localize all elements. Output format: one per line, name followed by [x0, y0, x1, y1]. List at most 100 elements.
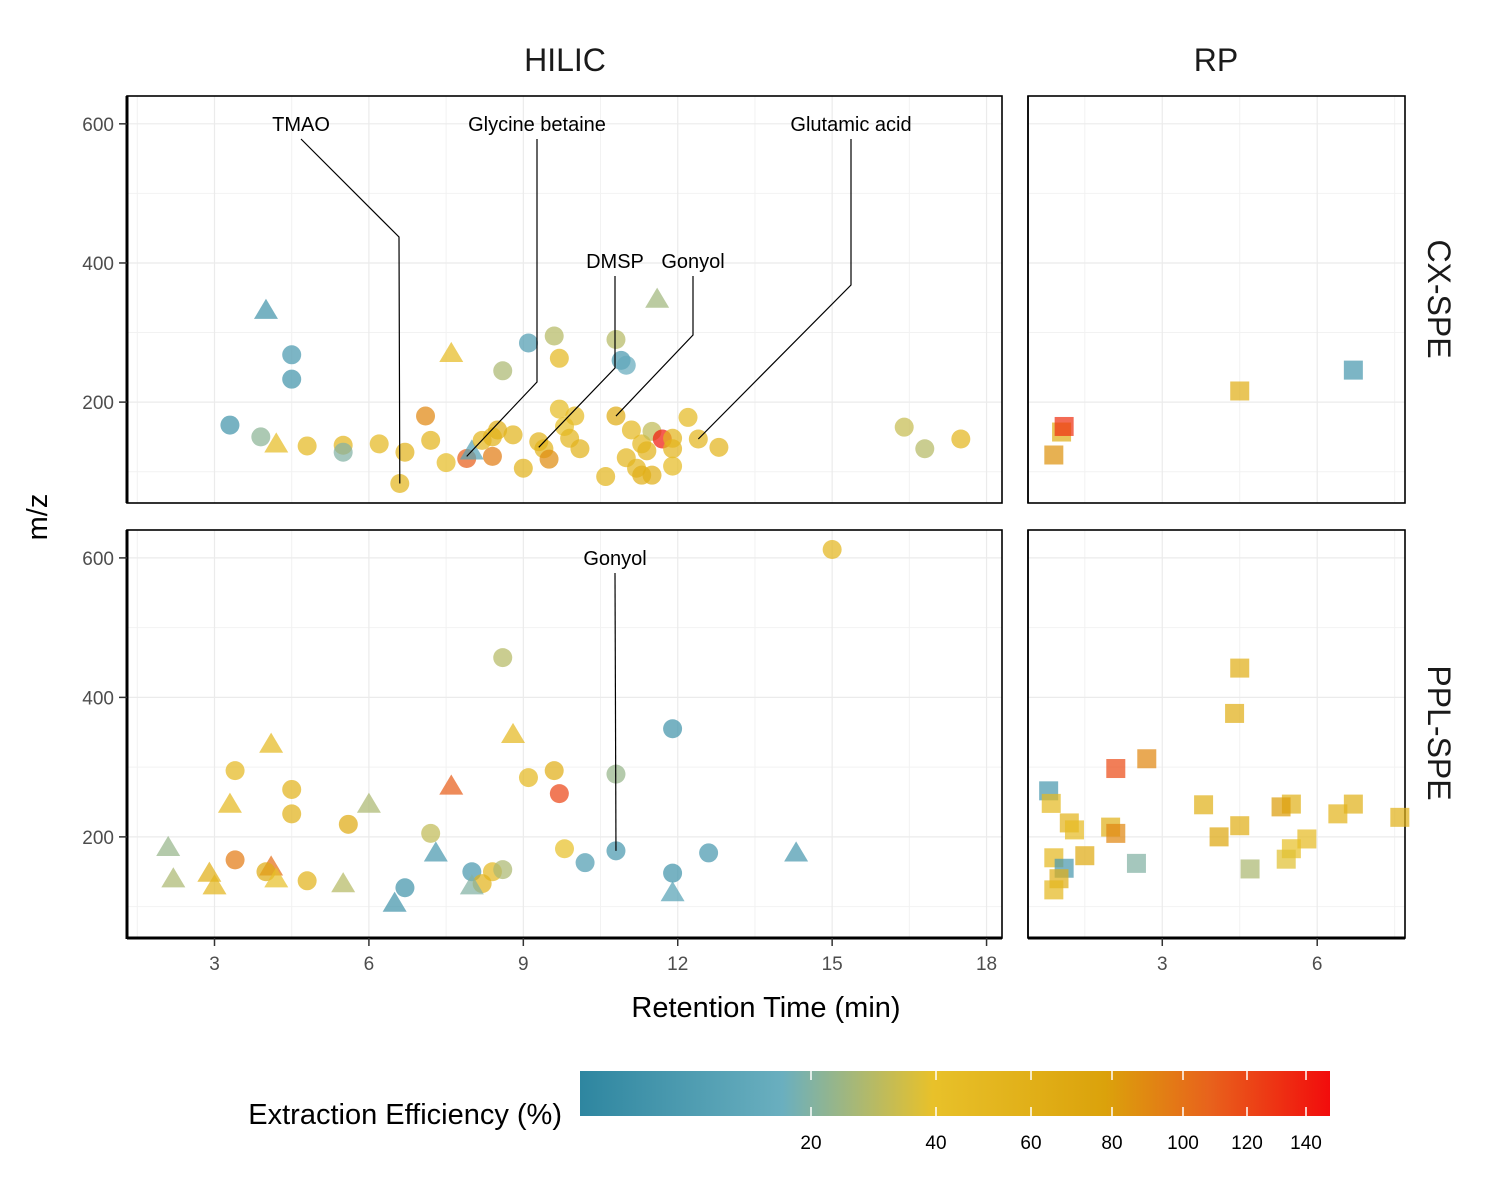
annotation-leader-line	[538, 276, 616, 448]
point-circle	[822, 540, 842, 560]
annotation-leader-line	[614, 572, 617, 851]
annotation-label: Gonyol	[661, 251, 724, 273]
point-circle	[282, 804, 302, 824]
point-circle	[493, 361, 513, 381]
point-circle	[606, 330, 626, 350]
row-strip-ppl-spe: PPL-SPE	[1421, 665, 1457, 800]
point-circle	[709, 437, 729, 457]
point-triangle	[784, 841, 809, 862]
annotation-leader-line	[300, 138, 401, 484]
point-circle	[338, 814, 358, 834]
point-square	[1126, 853, 1146, 873]
point-circle	[616, 355, 636, 375]
legend-title: Extraction Efficiency (%)	[248, 1099, 562, 1131]
colorbar-tick-label: 60	[1020, 1133, 1041, 1154]
point-square	[1328, 804, 1348, 824]
point-circle	[251, 427, 271, 447]
x-tick-label: 9	[518, 954, 529, 975]
panel-hilic-ppl-spe: 200 400 600 3 6 9 12 15 18 Gonyol	[82, 529, 1003, 975]
points-hilic-cx-spe	[220, 287, 971, 494]
point-circle	[544, 761, 564, 781]
point-triangle	[501, 722, 526, 743]
point-square	[1230, 381, 1250, 401]
annotation-label: DMSP	[586, 251, 644, 273]
point-triangle	[156, 835, 181, 856]
annotation-label: Glutamic acid	[790, 114, 911, 136]
annotation-glycine-betaine: Glycine betaine	[466, 114, 606, 457]
x-tick-label: 6	[364, 954, 375, 975]
point-circle	[421, 430, 441, 450]
point-triangle	[264, 867, 289, 888]
point-square	[1390, 807, 1410, 827]
point-triangle	[217, 792, 242, 813]
colorbar-tick-label: 140	[1290, 1133, 1322, 1154]
point-circle	[549, 348, 569, 368]
annotation-label: Gonyol	[583, 548, 646, 570]
point-triangle	[459, 439, 484, 460]
point-circle	[544, 326, 564, 346]
colorbar	[580, 1071, 1330, 1116]
point-circle	[282, 369, 302, 389]
point-circle	[621, 420, 641, 440]
point-square	[1343, 794, 1363, 814]
point-circle	[894, 417, 914, 437]
point-square	[1225, 703, 1245, 723]
point-circle	[493, 860, 513, 880]
x-tick-label: 18	[976, 954, 997, 975]
point-square	[1240, 859, 1260, 879]
point-circle	[482, 427, 502, 447]
point-triangle	[331, 872, 356, 893]
point-circle	[565, 406, 585, 426]
point-circle	[395, 442, 415, 462]
point-circle	[549, 399, 569, 419]
point-circle	[395, 878, 415, 898]
point-triangle	[264, 432, 289, 453]
colorbar-tick-label: 40	[925, 1133, 946, 1154]
point-circle	[225, 761, 245, 781]
point-circle	[570, 439, 590, 459]
colorbar-tick-label: 100	[1167, 1133, 1199, 1154]
point-circle	[518, 333, 538, 353]
annotation-label: Glycine betaine	[468, 114, 606, 136]
colorbar-tick-label: 20	[800, 1133, 821, 1154]
y-tick-label: 400	[82, 254, 114, 275]
point-circle	[220, 415, 240, 435]
points-rp-ppl-spe	[1039, 658, 1410, 900]
column-strip-rp: RP	[1194, 42, 1238, 78]
point-circle	[297, 871, 317, 891]
annotation-leader-line	[697, 139, 852, 440]
point-square	[1106, 823, 1126, 843]
point-circle	[915, 439, 935, 459]
point-triangle	[202, 874, 227, 895]
point-square	[1041, 793, 1061, 813]
x-tick-label: 3	[1157, 954, 1168, 975]
x-tick-label: 12	[667, 954, 688, 975]
point-square	[1137, 749, 1157, 769]
points-rp-cx-spe	[1044, 360, 1363, 465]
colorbar-legend: Extraction Efficiency (%) 20 40 60 80 100 120…	[248, 1071, 1330, 1154]
x-tick-label: 6	[1312, 954, 1323, 975]
row-strip-cx-spe: CX-SPE	[1421, 239, 1457, 358]
point-square	[1230, 816, 1250, 836]
annotation-leader-line	[466, 139, 538, 457]
point-square	[1271, 797, 1291, 817]
y-axis-title: m/z	[22, 494, 54, 541]
colorbar-tick-label: 120	[1231, 1133, 1263, 1154]
point-circle	[663, 719, 683, 739]
annotation-dmsp: DMSP	[538, 251, 644, 448]
panels-layer: 200 400 600 TMAO Glycine betaine DMSP Gonyol Gl…	[82, 95, 1410, 975]
point-triangle	[197, 861, 222, 882]
column-strip-hilic: HILIC	[524, 42, 606, 78]
point-square	[1106, 759, 1126, 779]
colorbar-ticks: 20 40 60 80 100 120 140	[800, 1071, 1322, 1154]
y-tick-label: 600	[82, 549, 114, 570]
point-circle	[596, 467, 616, 487]
point-triangle	[382, 891, 407, 912]
point-circle	[663, 456, 683, 476]
point-triangle	[660, 881, 685, 902]
point-circle	[513, 458, 533, 478]
point-circle	[416, 406, 436, 426]
point-circle	[256, 862, 276, 882]
panel-hilic-cx-spe: 200 400 600 TMAO Glycine betaine DMSP Gonyol Gl…	[82, 95, 1003, 504]
